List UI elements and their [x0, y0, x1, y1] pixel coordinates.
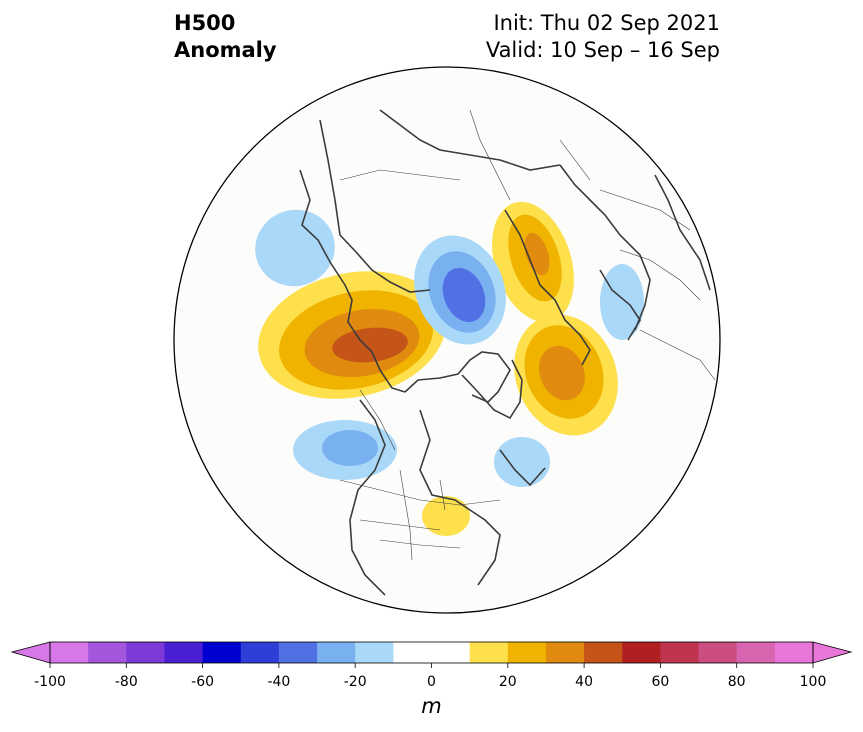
colorbar-segment	[545, 642, 585, 663]
colorbar-tick-label: 20	[498, 674, 517, 690]
colorbar-tick-label: 40	[575, 674, 593, 690]
colorbar-segments	[50, 642, 814, 663]
colorbar-segment	[698, 642, 738, 663]
anomaly-central-asia-trough	[600, 264, 644, 340]
borders	[339, 109, 716, 561]
colorbar-segment	[317, 642, 356, 663]
title-valid-period: Valid: 10 Sep – 16 Sep	[485, 38, 720, 62]
anomaly-labrador-trough	[494, 437, 550, 487]
colorbar-segment	[164, 642, 204, 663]
colorbar-segment	[88, 642, 127, 663]
map-title-left: H500 Anomaly	[174, 10, 277, 64]
anomaly-northeast-pacific-ridge	[258, 271, 446, 399]
coastlines	[299, 109, 711, 596]
colorbar-ticks	[49, 663, 814, 668]
colorbar-segment	[469, 642, 509, 663]
colorbar-segment	[240, 642, 280, 663]
colorbar-segment	[622, 642, 661, 663]
map-title-right: Init: Thu 02 Sep 2021 Valid: 10 Sep – 16…	[486, 10, 720, 64]
colorbar-tick-label: -80	[114, 674, 138, 690]
title-variable: H500	[174, 11, 236, 35]
anomaly-scandinavia-ridge	[492, 201, 574, 323]
colorbar-segment	[431, 642, 471, 663]
colorbar-segment	[660, 642, 700, 663]
globe-boundary	[173, 66, 721, 614]
colorbar-extend-high	[812, 641, 853, 664]
colorbar-segment	[202, 642, 242, 663]
anomaly-gulf-of-alaska-trough	[293, 420, 397, 480]
colorbar-segment	[355, 642, 394, 663]
anomaly-great-lakes-ridge	[422, 496, 470, 536]
colorbar-tick-label: 0	[427, 674, 436, 690]
colorbar-tick-label: -40	[267, 674, 291, 690]
title-init-date: Init: Thu 02 Sep 2021	[493, 11, 720, 35]
colorbar-tick-label: 80	[727, 674, 746, 690]
colorbar-extend-low	[10, 641, 51, 664]
colorbar-units: m	[421, 694, 442, 718]
colorbar	[10, 641, 853, 668]
globe-disc	[174, 67, 720, 613]
colorbar-tick-label: 100	[799, 674, 827, 690]
colorbar-tick-label: -20	[343, 674, 367, 690]
anomaly-kara-sea-trough	[414, 235, 506, 345]
anomaly-greenland-ridge	[514, 314, 618, 436]
colorbar-segment	[507, 642, 547, 663]
colorbar-segment	[278, 642, 318, 663]
colorbar-tick-label: -60	[191, 674, 215, 690]
colorbar-tick-label: -100	[34, 674, 66, 690]
anomaly-east-siberia-trough	[255, 209, 335, 287]
polar-map	[173, 66, 721, 614]
title-field-type: Anomaly	[174, 38, 277, 62]
colorbar-segment	[126, 642, 165, 663]
colorbar-segment	[736, 642, 776, 663]
colorbar-segment	[584, 642, 623, 663]
colorbar-segment	[774, 642, 814, 663]
colorbar-segment	[393, 642, 432, 663]
colorbar-segment	[50, 642, 89, 663]
colorbar-tick-label: 60	[651, 674, 670, 690]
